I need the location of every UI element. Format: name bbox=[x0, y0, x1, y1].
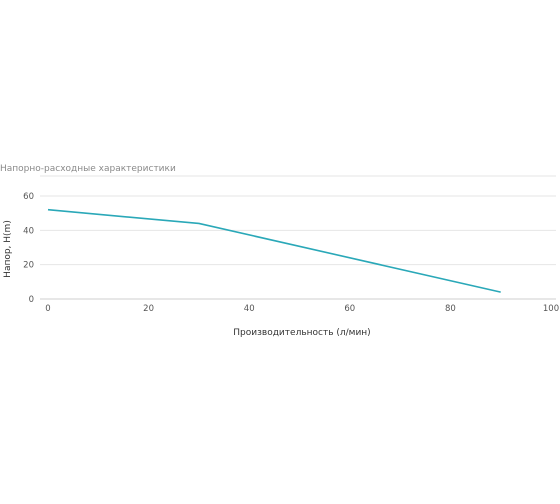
x-tick-label: 60 bbox=[344, 304, 355, 314]
grid-lines bbox=[40, 175, 556, 300]
y-tick-labels: 0 20 40 60 bbox=[23, 192, 34, 305]
y-tick-label: 60 bbox=[23, 192, 34, 202]
y-axis-label: Напор, H(m) bbox=[3, 220, 13, 278]
x-tick-label: 20 bbox=[143, 304, 154, 314]
y-tick-label: 0 bbox=[29, 295, 34, 305]
x-tick-labels: 0 20 40 60 80 100 bbox=[45, 304, 559, 314]
x-tick-label: 0 bbox=[45, 304, 50, 314]
x-tick-label: 40 bbox=[244, 304, 255, 314]
x-axis-label: Производительность (л/мин) bbox=[233, 328, 370, 338]
y-tick-label: 40 bbox=[23, 226, 34, 236]
x-tick-label: 80 bbox=[445, 304, 456, 314]
y-tick-label: 20 bbox=[23, 261, 34, 271]
series-lines bbox=[47, 208, 501, 293]
chart-title: Напорно-расходные характеристики bbox=[0, 164, 176, 174]
x-tick-label: 100 bbox=[543, 304, 559, 314]
series-line bbox=[47, 208, 501, 293]
